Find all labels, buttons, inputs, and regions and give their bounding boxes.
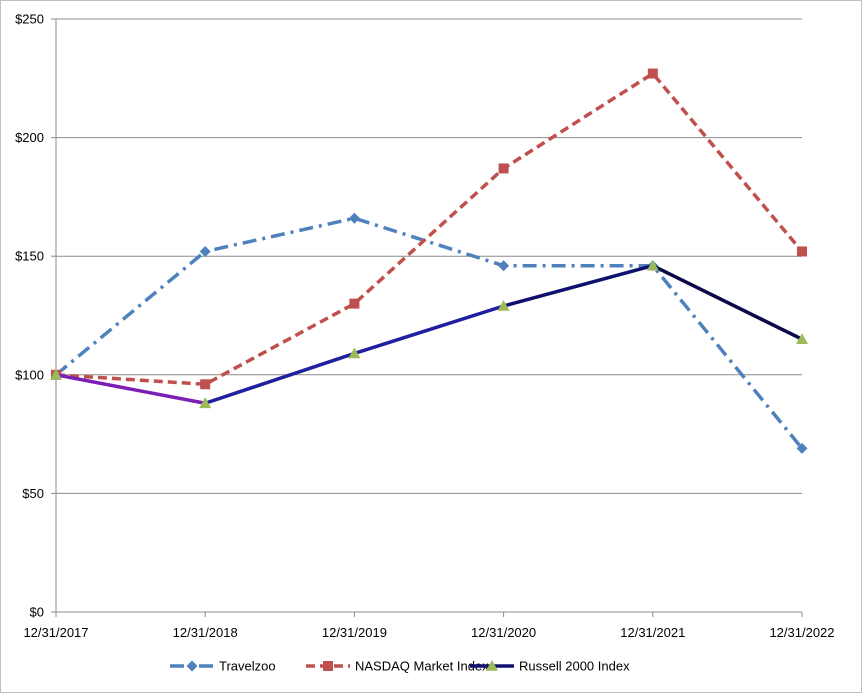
x-tick-label: 12/31/2020 <box>471 625 536 640</box>
data-point <box>348 347 361 359</box>
y-axis-ticks: $0 $50 $100 $150 $200 $250 <box>15 12 56 620</box>
series-layer <box>50 68 808 454</box>
legend-item: Russell 2000 Index <box>470 659 630 674</box>
data-point <box>348 212 360 224</box>
data-point <box>50 368 62 380</box>
legend-label: NASDAQ Market Index <box>355 659 489 674</box>
data-point <box>646 259 659 271</box>
series-line-segment <box>651 263 804 341</box>
legend-item: Travelzoo <box>170 659 276 674</box>
legend: Travelzoo NASDAQ Market Index Russell 2000… <box>170 659 630 674</box>
y-tick-label: $0 <box>30 605 44 620</box>
legend-label: Russell 2000 Index <box>519 659 630 674</box>
data-point <box>797 246 807 257</box>
data-point <box>497 300 510 311</box>
axes <box>55 19 802 613</box>
y-tick-label: $100 <box>15 367 44 382</box>
legend-marker <box>486 660 498 671</box>
y-tick-label: $250 <box>15 12 44 27</box>
data-point <box>199 245 211 257</box>
x-tick-label: 12/31/2018 <box>173 625 238 640</box>
series-line-segment <box>352 304 506 356</box>
series-nasdaq-market-index <box>51 68 807 390</box>
series-russell-2000-index <box>50 259 808 409</box>
series-line-segment <box>501 263 655 308</box>
y-tick-label: $50 <box>22 486 44 501</box>
x-tick-label: 12/31/2021 <box>620 625 685 640</box>
series-line-segment <box>203 351 357 406</box>
legend-marker <box>186 660 198 672</box>
data-point <box>498 260 510 272</box>
x-axis-ticks: 12/31/2017 12/31/2018 12/31/2019 12/31/2020… <box>23 612 835 640</box>
data-point <box>199 397 212 409</box>
legend-item: NASDAQ Market Index <box>306 659 489 674</box>
y-tick-label: $150 <box>15 249 44 264</box>
y-tick-label: $200 <box>15 130 44 145</box>
series-line <box>54 216 804 450</box>
data-point <box>796 333 808 345</box>
legend-marker <box>323 661 333 671</box>
data-point <box>349 298 360 309</box>
gridlines <box>56 18 802 494</box>
data-point <box>498 163 509 174</box>
legend-label: Travelzoo <box>219 659 276 674</box>
x-tick-label: 12/31/2019 <box>322 625 387 640</box>
x-tick-label: 12/31/2017 <box>23 625 88 640</box>
data-point <box>647 68 658 79</box>
series-line-segment <box>54 373 207 406</box>
data-point <box>200 379 211 390</box>
data-point <box>796 442 808 454</box>
x-tick-label: 12/31/2022 <box>769 625 834 640</box>
series-travelzoo <box>50 212 808 454</box>
series-line <box>55 71 804 387</box>
